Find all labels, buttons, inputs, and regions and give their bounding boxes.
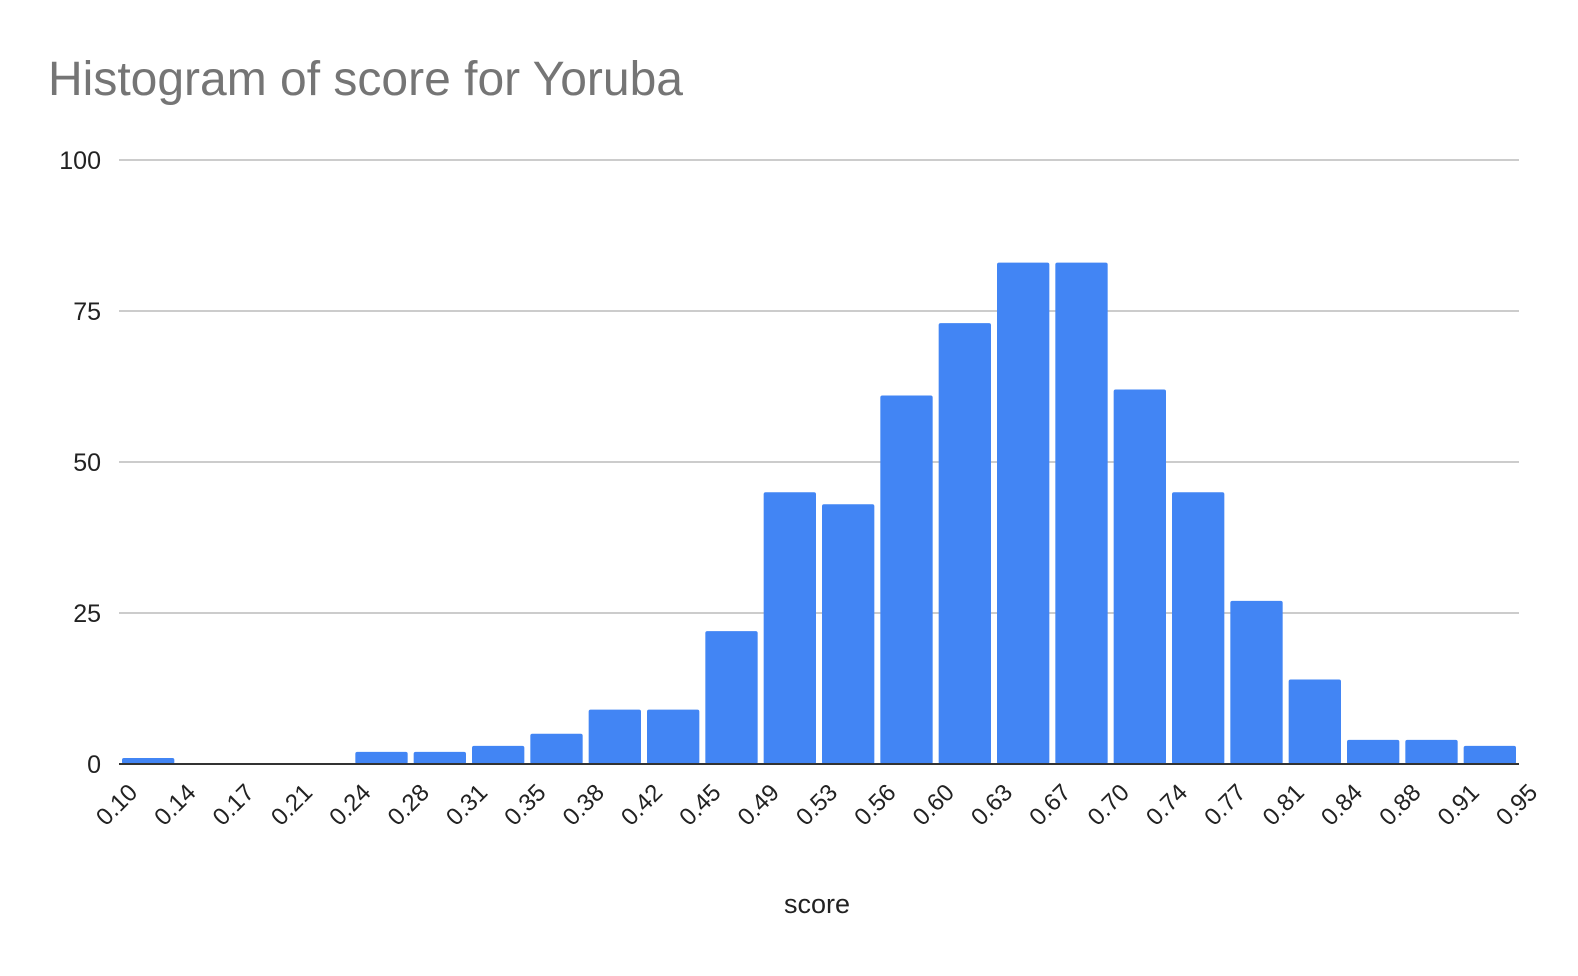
y-tick-labels: 0 25 50 75 100 [59,147,101,779]
bars [122,262,1516,764]
x-tick-label: 0.84 [1316,779,1368,831]
x-tick-labels: 0.10 0.14 0.17 0.21 0.24 0.28 0.31 0.35 0.38 0.42… [91,779,1543,831]
x-tick-label: 0.21 [266,779,318,831]
histogram-bar [1463,745,1516,764]
histogram-bar [647,709,700,764]
y-tick-label: 25 [73,600,101,628]
x-tick-label: 0.77 [1199,779,1251,831]
y-tick-label: 75 [73,298,101,326]
x-tick-label: 0.45 [674,779,726,831]
x-tick-label: 0.49 [733,779,785,831]
x-tick-label: 0.42 [616,779,668,831]
x-tick-label: 0.88 [1374,779,1426,831]
y-tick-label: 50 [73,449,101,477]
x-tick-label: 0.81 [1258,779,1310,831]
x-tick-label: 0.35 [499,779,551,831]
histogram-bar [472,745,525,764]
x-tick-label: 0.24 [324,779,376,831]
chart-title: Histogram of score for Yoruba [48,53,683,106]
histogram-bar [1230,600,1283,764]
x-tick-label: 0.67 [1024,779,1076,831]
x-tick-label: 0.17 [208,779,260,831]
x-tick-label: 0.74 [1141,779,1193,831]
x-tick-label: 0.56 [849,779,901,831]
histogram-bar [997,262,1050,764]
histogram-bar [1055,262,1108,764]
histogram-bar [880,395,933,764]
x-tick-label: 0.60 [908,779,960,831]
x-axis-label: score [784,889,850,919]
histogram-bar [355,751,408,764]
x-tick-label: 0.28 [383,779,435,831]
x-tick-label: 0.53 [791,779,843,831]
x-tick-label: 0.63 [966,779,1018,831]
gridlines [119,159,1519,614]
histogram-bar [588,709,641,764]
histogram-bar [1405,739,1458,764]
x-tick-label: 0.31 [441,779,493,831]
x-tick-label: 0.14 [149,779,201,831]
x-tick-label: 0.38 [558,779,610,831]
x-tick-label: 0.10 [91,779,143,831]
y-tick-label: 0 [87,751,101,779]
histogram-bar [1347,739,1400,764]
histogram-bar [413,751,466,764]
histogram-bar [822,504,875,764]
x-tick-label: 0.95 [1491,779,1543,831]
x-tick-label: 0.91 [1433,779,1485,831]
histogram-bar [705,631,758,764]
histogram-bar [763,492,816,764]
histogram-bar [1172,492,1225,764]
histogram-bar [1288,679,1341,764]
histogram-bar [1113,389,1166,764]
y-tick-label: 100 [59,147,101,175]
histogram-bar [530,733,583,764]
histogram-bar [122,757,175,764]
x-tick-label: 0.70 [1083,779,1135,831]
histogram-bar [938,323,991,764]
